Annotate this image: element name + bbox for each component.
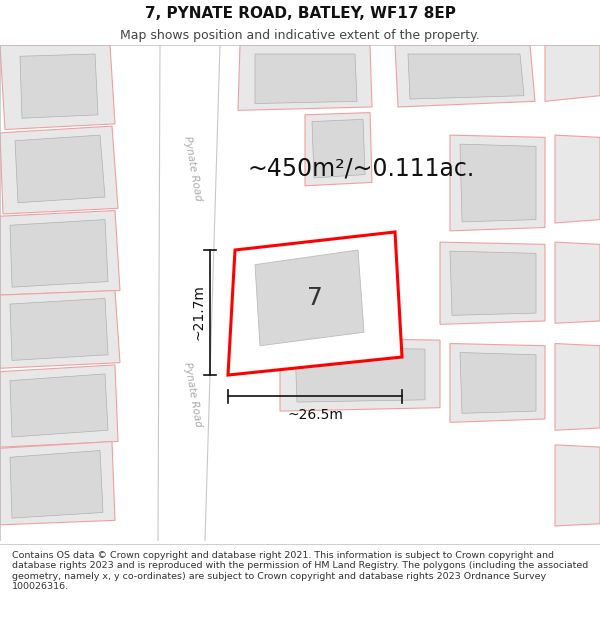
Polygon shape bbox=[0, 291, 120, 368]
Polygon shape bbox=[545, 45, 600, 101]
Polygon shape bbox=[450, 135, 545, 231]
Polygon shape bbox=[555, 344, 600, 430]
Polygon shape bbox=[10, 219, 108, 287]
Polygon shape bbox=[255, 54, 357, 104]
Polygon shape bbox=[0, 211, 120, 295]
Polygon shape bbox=[15, 135, 105, 202]
Polygon shape bbox=[312, 119, 365, 178]
Text: ~450m²/~0.111ac.: ~450m²/~0.111ac. bbox=[248, 157, 475, 181]
Polygon shape bbox=[460, 352, 536, 413]
Polygon shape bbox=[0, 365, 118, 447]
Polygon shape bbox=[440, 242, 545, 324]
Polygon shape bbox=[20, 54, 98, 118]
Polygon shape bbox=[10, 451, 103, 518]
Polygon shape bbox=[408, 54, 524, 99]
Polygon shape bbox=[555, 445, 600, 526]
Polygon shape bbox=[305, 112, 372, 186]
Text: 7, PYNATE ROAD, BATLEY, WF17 8EP: 7, PYNATE ROAD, BATLEY, WF17 8EP bbox=[145, 6, 455, 21]
Text: Pynate Road: Pynate Road bbox=[182, 361, 203, 428]
Polygon shape bbox=[450, 344, 545, 422]
Polygon shape bbox=[450, 251, 536, 316]
Polygon shape bbox=[555, 135, 600, 223]
Polygon shape bbox=[460, 144, 536, 222]
Polygon shape bbox=[295, 347, 425, 402]
Text: ~21.7m: ~21.7m bbox=[192, 284, 206, 341]
Polygon shape bbox=[238, 45, 372, 111]
Polygon shape bbox=[0, 45, 115, 129]
Polygon shape bbox=[0, 441, 115, 525]
Polygon shape bbox=[395, 45, 535, 107]
Polygon shape bbox=[10, 374, 108, 437]
Text: Pynate Road: Pynate Road bbox=[182, 136, 203, 202]
Polygon shape bbox=[255, 250, 364, 346]
Polygon shape bbox=[10, 299, 108, 361]
Polygon shape bbox=[280, 338, 440, 411]
Text: Contains OS data © Crown copyright and database right 2021. This information is : Contains OS data © Crown copyright and d… bbox=[12, 551, 588, 591]
Polygon shape bbox=[0, 126, 118, 214]
Text: ~26.5m: ~26.5m bbox=[287, 408, 343, 422]
Text: Map shows position and indicative extent of the property.: Map shows position and indicative extent… bbox=[120, 29, 480, 42]
Polygon shape bbox=[555, 242, 600, 323]
Text: 7: 7 bbox=[307, 286, 323, 310]
Polygon shape bbox=[158, 45, 220, 541]
Polygon shape bbox=[228, 232, 402, 375]
